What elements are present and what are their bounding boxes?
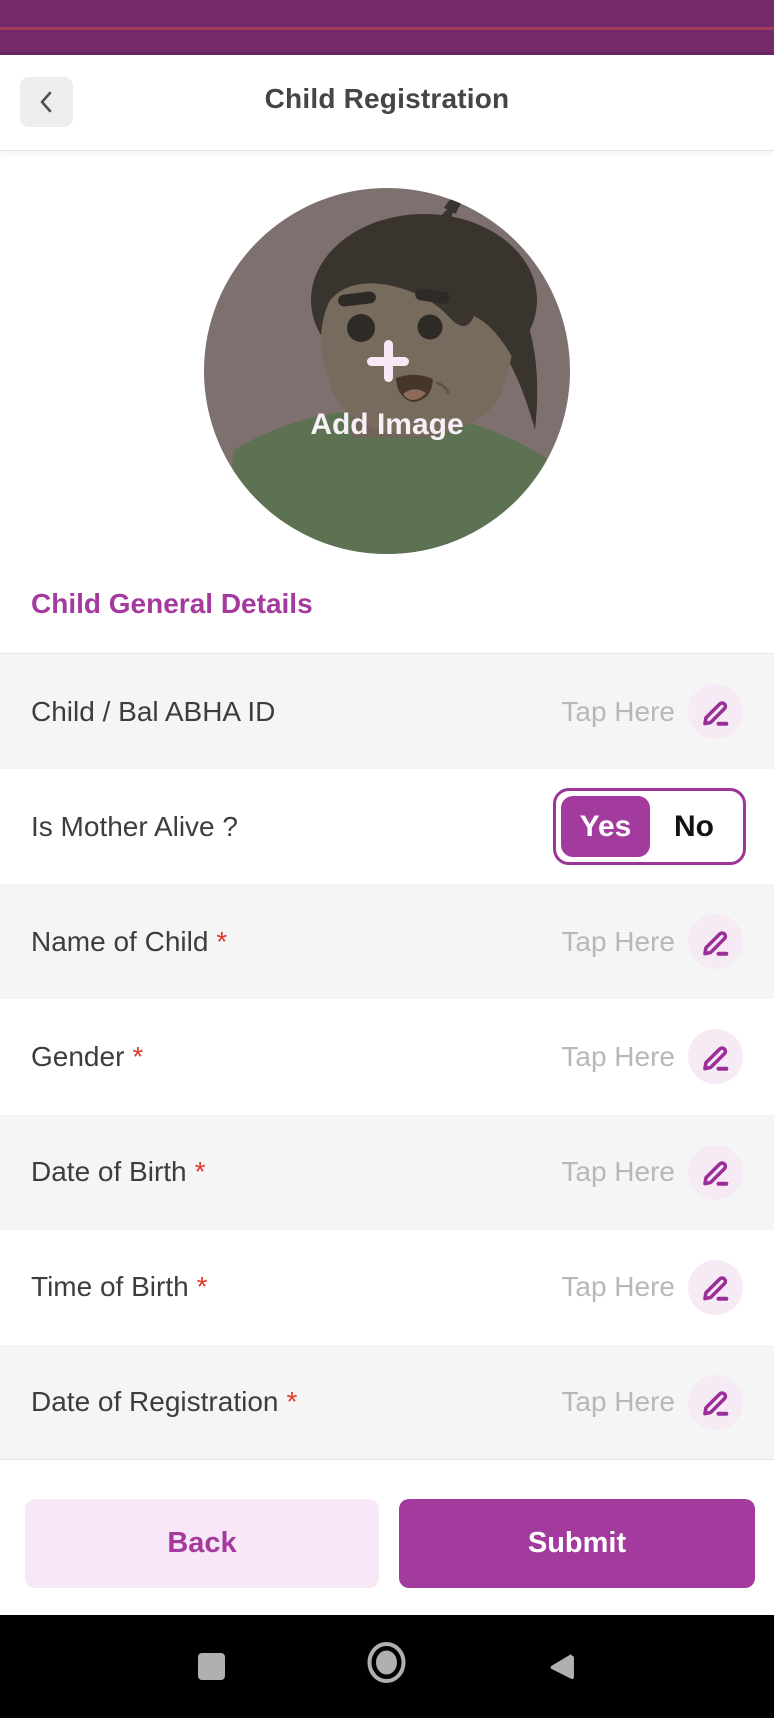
mother-alive-toggle[interactable]: Yes No xyxy=(553,788,746,866)
status-bar-accent-line xyxy=(0,27,774,30)
child-photo-upload[interactable]: Add Image xyxy=(204,188,570,554)
add-image-label: Add Image xyxy=(310,408,464,441)
back-triangle-icon[interactable] xyxy=(549,1653,575,1681)
edit-pencil-icon[interactable] xyxy=(688,914,743,970)
edit-pencil-icon[interactable] xyxy=(688,1259,743,1315)
required-asterisk: * xyxy=(286,1386,298,1418)
field-label: Date of Birth xyxy=(31,1156,187,1188)
registration-form: Child / Bal ABHA ID Tap Here Is Mother A… xyxy=(0,653,774,1460)
tap-here-text: Tap Here xyxy=(561,1156,675,1188)
submit-button[interactable]: Submit xyxy=(399,1499,755,1588)
edit-pencil-icon[interactable] xyxy=(688,1374,743,1430)
toggle-option-yes[interactable]: Yes xyxy=(561,796,650,858)
home-circle-icon[interactable] xyxy=(366,1642,407,1683)
row-date-of-registration: Date of Registration * Tap Here xyxy=(0,1344,774,1460)
required-asterisk: * xyxy=(132,1040,144,1072)
edit-pencil-icon[interactable] xyxy=(688,1029,743,1085)
name-tap-here-button[interactable]: Tap Here xyxy=(561,914,743,970)
edit-pencil-icon[interactable] xyxy=(688,1144,743,1200)
toggle-option-no[interactable]: No xyxy=(674,809,714,843)
plus-icon xyxy=(367,340,409,382)
field-label: Child / Bal ABHA ID xyxy=(31,695,276,727)
tap-here-text: Tap Here xyxy=(561,1040,675,1072)
field-label: Time of Birth xyxy=(31,1271,189,1303)
baby-avatar-illustration xyxy=(204,188,570,554)
row-child-bal-abha-id: Child / Bal ABHA ID Tap Here xyxy=(0,654,774,770)
required-asterisk: * xyxy=(196,1271,208,1303)
row-gender: Gender * Tap Here xyxy=(0,999,774,1115)
tap-here-text: Tap Here xyxy=(561,695,675,727)
app-header: Child Registration xyxy=(0,55,774,150)
edit-pencil-icon[interactable] xyxy=(688,684,743,740)
header-back-button[interactable] xyxy=(20,77,73,127)
gender-tap-here-button[interactable]: Tap Here xyxy=(561,1029,743,1085)
row-time-of-birth: Time of Birth * Tap Here xyxy=(0,1229,774,1345)
back-button[interactable]: Back xyxy=(25,1499,379,1588)
time-of-birth-tap-here-button[interactable]: Tap Here xyxy=(561,1259,743,1315)
status-bar xyxy=(0,0,774,55)
required-asterisk: * xyxy=(216,925,228,957)
field-label: Name of Child xyxy=(31,925,209,957)
tap-here-text: Tap Here xyxy=(561,925,675,957)
required-asterisk: * xyxy=(194,1156,206,1188)
abha-id-tap-here-button[interactable]: Tap Here xyxy=(561,684,743,740)
android-navigation-bar xyxy=(0,1615,774,1718)
tap-here-text: Tap Here xyxy=(561,1271,675,1303)
recents-square-icon[interactable] xyxy=(198,1653,225,1680)
field-label: Date of Registration xyxy=(31,1386,279,1418)
dob-tap-here-button[interactable]: Tap Here xyxy=(561,1144,743,1200)
page-title: Child Registration xyxy=(264,82,510,114)
field-label: Gender xyxy=(31,1040,125,1072)
field-label: Is Mother Alive ? xyxy=(31,810,238,842)
row-is-mother-alive: Is Mother Alive ? Yes No xyxy=(0,769,774,885)
registration-date-tap-here-button[interactable]: Tap Here xyxy=(561,1374,743,1430)
chevron-left-icon xyxy=(40,91,51,113)
section-title: Child General Details xyxy=(31,588,313,619)
tap-here-text: Tap Here xyxy=(561,1386,675,1418)
row-name-of-child: Name of Child * Tap Here xyxy=(0,884,774,1000)
footer-action-bar: Back Submit xyxy=(0,1460,774,1615)
row-date-of-birth: Date of Birth * Tap Here xyxy=(0,1114,774,1230)
